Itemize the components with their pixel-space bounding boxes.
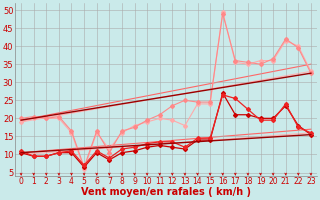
X-axis label: Vent moyen/en rafales ( km/h ): Vent moyen/en rafales ( km/h ) — [81, 187, 251, 197]
